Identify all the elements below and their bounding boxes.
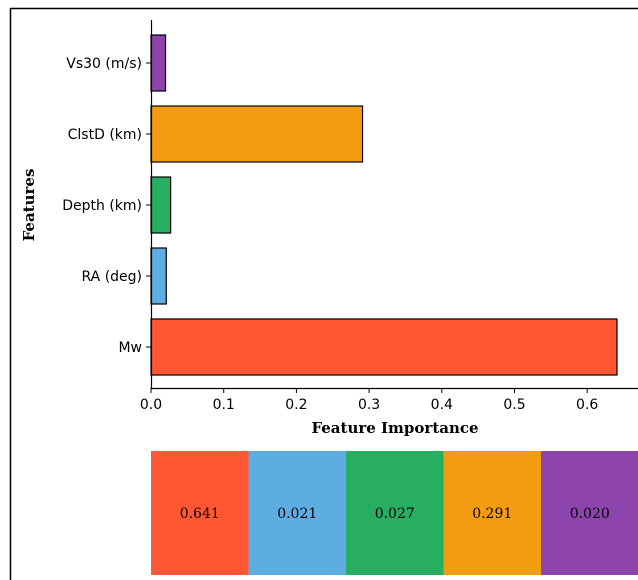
figure-frame [9, 7, 638, 580]
bar-depth-km [150, 176, 172, 234]
x-axis-title: Feature Importance [311, 419, 478, 437]
table-cell-1 [151, 451, 249, 575]
bar-ra-deg [150, 247, 167, 305]
table-cell-5 [541, 451, 638, 575]
table-cell-value-3: 0.027 [375, 506, 415, 522]
table-cell-2 [248, 451, 347, 575]
y-tick-label-mw: Mw [118, 340, 142, 356]
x-tick-label-0-5: 0.5 [503, 397, 525, 413]
bar-mw [150, 318, 618, 376]
bars-group [150, 34, 618, 376]
y-tick-label-ra-deg: RA (deg) [82, 269, 143, 285]
axes-group: Vs30 (m/s) ClstD (km) Depth (km) RA (deg) Mw… [62, 20, 638, 413]
table-cell-4 [443, 451, 542, 575]
bar-vs30-m-s [150, 34, 167, 92]
table-cell-value-4: 0.291 [472, 506, 512, 522]
x-tick-label-0-0: 0.0 [140, 397, 162, 413]
y-tick-label-depth-km: Depth (km) [62, 198, 142, 214]
x-tick-label-0-6: 0.6 [576, 397, 598, 413]
table-cell-value-5: 0.020 [570, 506, 610, 522]
y-axis-title: Features [20, 169, 38, 242]
x-tick-label-0-4: 0.4 [431, 397, 453, 413]
table-cell-value-1: 0.641 [180, 506, 220, 522]
x-tick-label-0-3: 0.3 [358, 397, 380, 413]
table-cell-value-2: 0.021 [277, 506, 317, 522]
table-cell-3 [346, 451, 444, 575]
x-tick-label-0-2: 0.2 [285, 397, 307, 413]
y-tick-label-clstd-km: ClstD (km) [68, 127, 142, 143]
bar-clstd-km [150, 105, 364, 163]
y-tick-label-vs30-m-s: Vs30 (m/s) [66, 56, 142, 72]
value-table: 0.641 0.021 0.027 0.291 0.020 [151, 451, 638, 575]
x-tick-label-0-1: 0.1 [213, 397, 235, 413]
